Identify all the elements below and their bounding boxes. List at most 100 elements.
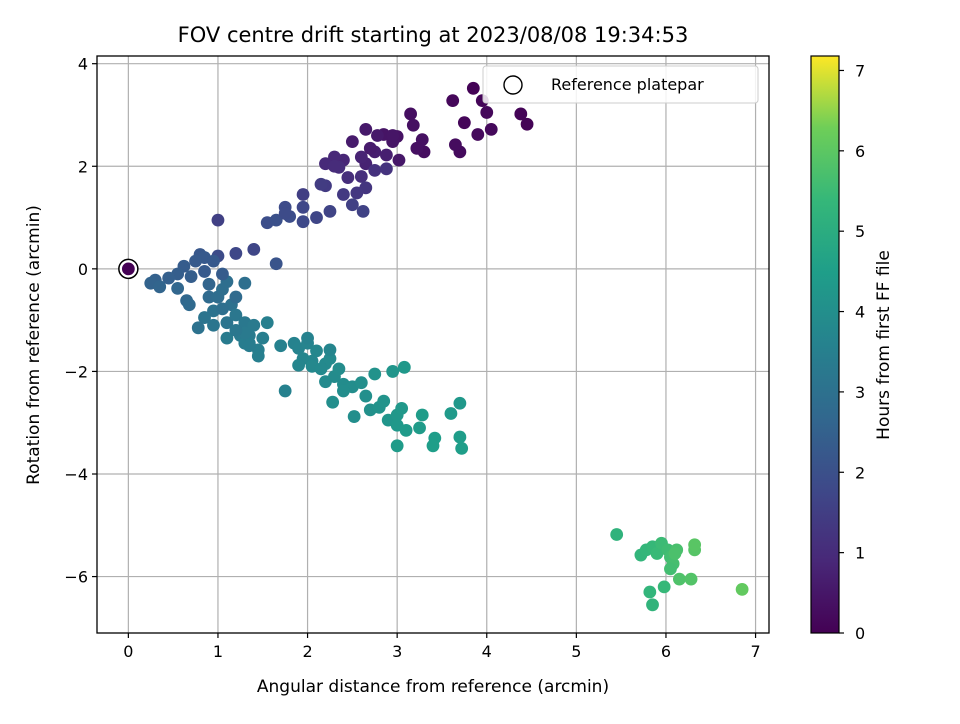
data-point [216,267,229,281]
data-point [211,213,225,227]
data-point [269,257,283,271]
data-point [735,583,749,596]
y-tick-label: 2 [78,157,88,176]
data-point [392,153,406,167]
x-tick-label: 5 [571,642,581,661]
data-point [471,128,485,141]
data-point [404,107,417,121]
data-point [314,177,328,191]
data-point [449,138,462,152]
data-point [415,408,429,422]
data-point [386,129,400,142]
x-tick-label: 4 [482,642,492,661]
data-point [301,331,314,345]
data-point [668,547,682,560]
x-tick-label: 6 [661,642,671,661]
data-point [484,122,498,136]
data-point [328,159,341,173]
colorbar-tick-label: 3 [855,383,865,402]
data-point [332,362,346,376]
data-point [650,547,664,560]
data-point [256,331,270,345]
y-axis-label: Rotation from reference (arcmin) [24,205,44,485]
plot-frame [96,55,770,634]
data-point [386,365,400,378]
data-point [646,598,659,612]
x-axis-label: Angular distance from reference (arcmin) [257,677,609,697]
data-point [380,148,393,162]
data-point [296,188,310,201]
data-point [278,207,292,220]
data-point [368,367,382,381]
data-point [191,321,205,335]
data-point [292,358,305,372]
data-point [310,211,323,224]
data-point [337,188,350,201]
data-point [251,349,265,363]
data-point [444,407,458,420]
data-point [247,242,261,256]
x-tick-label: 2 [302,642,312,661]
data-point [323,343,337,357]
data-point [220,331,234,345]
data-point [220,316,234,330]
data-point [455,441,469,455]
data-point [260,316,274,330]
data-point [363,141,377,155]
data-point [368,163,382,177]
y-axis-ticks: −6 −4 −2 0 2 4 [64,55,97,587]
data-point [171,281,185,295]
data-point [345,198,359,212]
data-point [359,122,373,136]
data-point [269,213,283,227]
data-point [446,94,460,108]
x-tick-label: 7 [750,642,760,661]
data-point [684,572,698,586]
data-point [242,339,256,353]
chart-title: FOV centre drift starting at 2023/08/08 … [178,23,689,47]
data-point [354,170,368,183]
data-point [664,562,677,576]
y-tick-label: 4 [78,55,88,74]
data-point [278,384,292,398]
colorbar-tick-label: 6 [855,142,865,161]
legend-entry-reference: Reference platepar [551,75,704,94]
data-point [410,141,424,155]
data-point [380,162,393,176]
reference-marker-group [118,258,139,280]
data-point [184,270,198,283]
data-point [350,186,364,200]
data-point [359,389,373,403]
data-point [426,439,440,453]
colorbar: 0 1 2 3 4 5 6 7 Hours from first FF file [810,55,894,643]
data-point [354,376,368,390]
colorbar-label: Hours from first FF file [874,250,894,440]
data-point [345,135,359,149]
data-point [202,290,216,304]
data-point [673,572,686,586]
data-point [397,360,411,374]
data-point [354,150,368,164]
data-point [406,118,420,132]
data-point [296,215,310,229]
colorbar-gradient [811,56,839,633]
data-point [153,280,167,294]
x-tick-label: 0 [123,642,133,661]
data-point [202,277,216,291]
data-point [520,117,534,131]
data-point [162,271,176,285]
data-point [310,344,323,358]
data-point [356,205,370,218]
data-point [371,129,384,142]
data-point [198,265,211,278]
data-point [189,254,202,268]
data-point [453,430,467,444]
data-point [229,308,243,322]
data-point [413,421,426,435]
legend-box [482,65,759,104]
data-point [314,362,328,376]
data-point [274,339,288,353]
data-point [377,394,391,408]
